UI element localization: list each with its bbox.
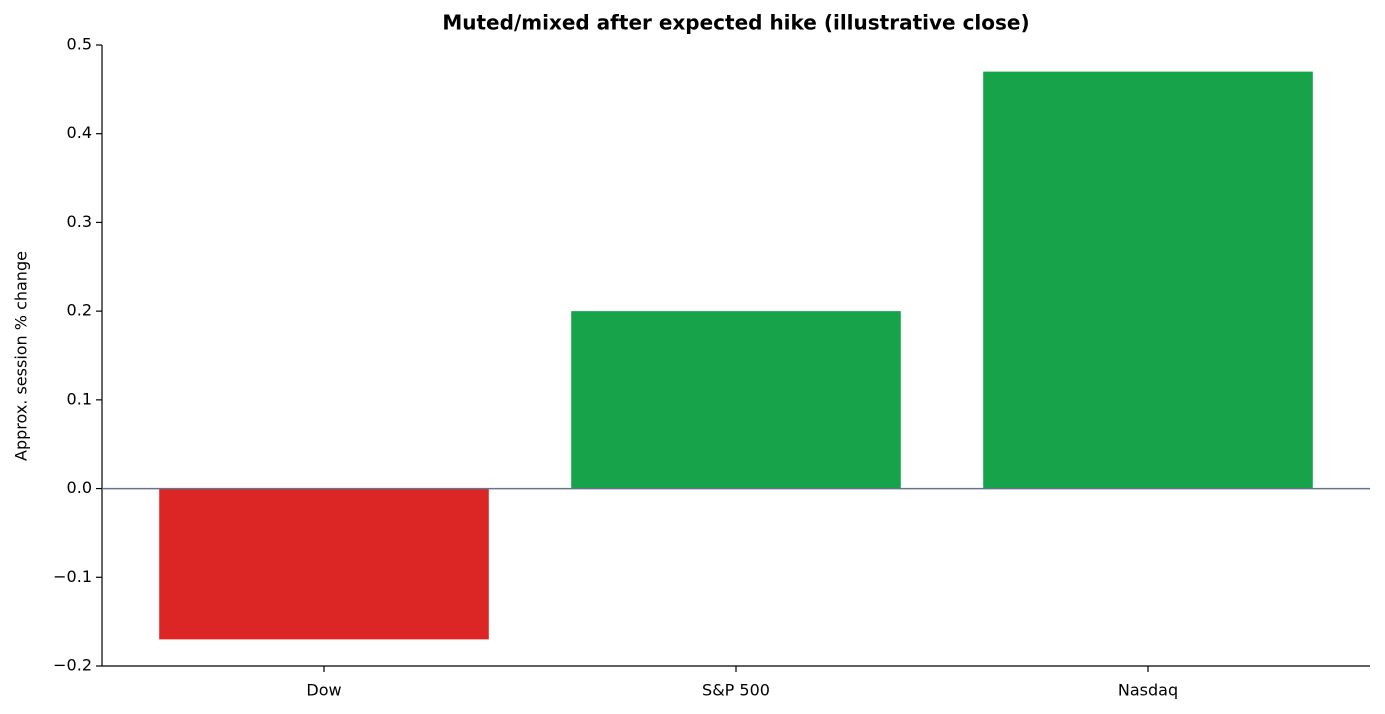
y-tick-label: 0.1 — [67, 389, 92, 408]
y-tick-label: 0.2 — [67, 301, 92, 320]
x-tick-label: Nasdaq — [1118, 681, 1178, 700]
x-tick-label: Dow — [306, 681, 341, 700]
bar — [983, 71, 1313, 489]
bar — [571, 311, 901, 489]
chart-title: Muted/mixed after expected hike (illustr… — [442, 11, 1029, 35]
x-tick-label: S&P 500 — [702, 681, 770, 700]
y-tick-label: 0.0 — [67, 478, 92, 497]
y-tick-label: −0.1 — [53, 567, 92, 586]
y-tick-label: 0.3 — [67, 212, 92, 231]
y-axis-label: Approx. session % change — [12, 251, 31, 461]
y-tick-label: −0.2 — [53, 656, 92, 675]
y-tick-label: 0.4 — [67, 123, 92, 142]
bar — [159, 488, 489, 640]
y-tick-label: 0.5 — [67, 35, 92, 54]
